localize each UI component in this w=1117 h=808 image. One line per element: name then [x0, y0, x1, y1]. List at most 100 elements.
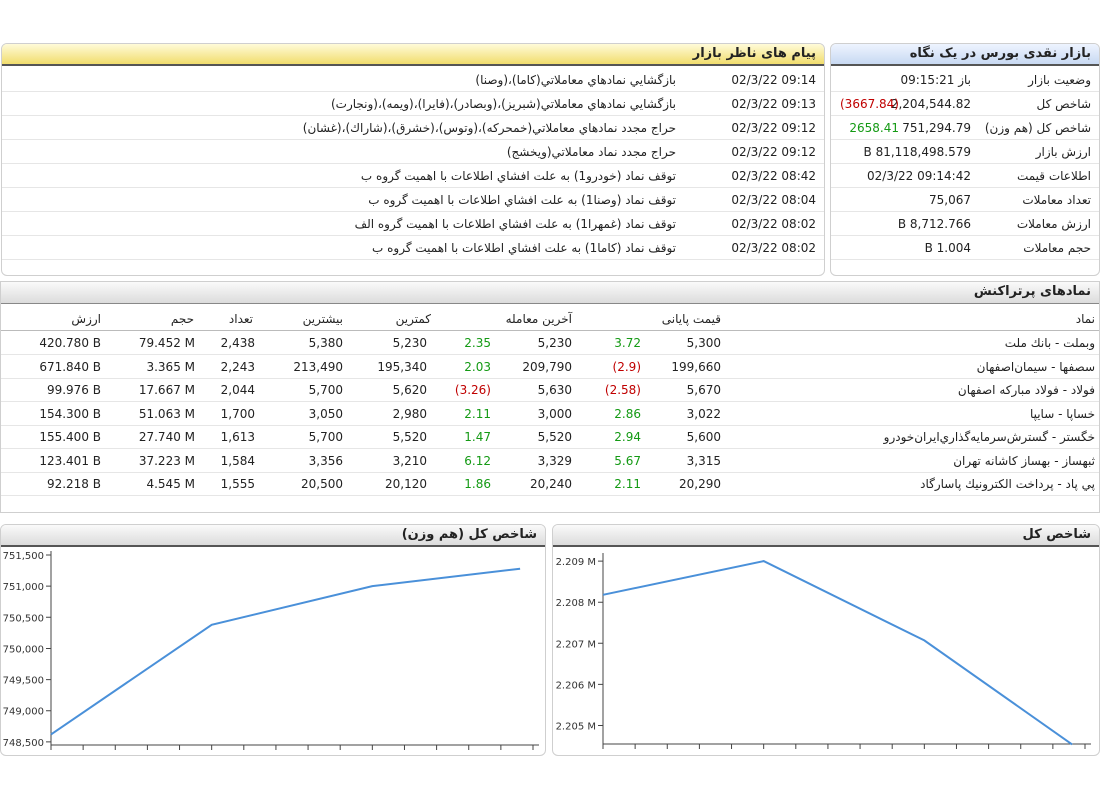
close-change: 2.86: [614, 406, 641, 421]
close-change: (2.58): [604, 383, 641, 397]
trade-value: 99.976 B: [46, 383, 101, 397]
message-row[interactable]: 02/3/22 09:12 حراج مجدد نمادهاي معاملاتي(…: [2, 116, 824, 140]
close-price: 5,670: [686, 383, 721, 397]
equal-weight-index-chart-panel: شاخص کل (هم وزن) 748,500 749,000 749,500 75…: [0, 524, 546, 756]
message-row[interactable]: 02/3/22 08:02 توقف نماد (غمهرا1) به علت ا…: [2, 212, 824, 236]
close-price: 5,600: [686, 430, 721, 444]
message-text: حراج مجدد نمادهاي معاملاتي(خمحركه)،(وتوس…: [302, 121, 676, 135]
x-tick-label: 09:12: [974, 755, 1003, 756]
trade-volume: 4.545 M: [146, 477, 195, 491]
market-overview-label: ارزش بازار: [1035, 145, 1091, 159]
market-messages-title: پیام های ناظر بازار: [2, 44, 824, 66]
close-change: (2.9): [612, 359, 641, 374]
message-row[interactable]: 02/3/22 08:04 توقف نماد (وصنا1) به علت اف…: [2, 188, 824, 212]
message-row[interactable]: 02/3/22 09:12 حراج مجدد نماد معاملاتي(ويخ…: [2, 140, 824, 164]
trade-volume: 27.740 M: [138, 430, 195, 444]
market-overview-change: 2658.41: [849, 121, 899, 135]
market-overview-row: شاخص کل (هم وزن) 751,294.79 2658.41: [831, 116, 1099, 140]
message-time: 02/3/22 08:42: [731, 169, 816, 183]
market-overview-label: حجم معاملات: [1023, 241, 1091, 255]
max-price: 213,490: [293, 359, 343, 374]
market-messages-panel: پیام های ناظر بازار 02/3/22 09:14 بازگشاي…: [1, 43, 825, 276]
message-time: 02/3/22 08:02: [731, 241, 816, 255]
last-price: 5,630: [537, 383, 572, 397]
close-change: 5.67: [614, 453, 641, 468]
y-tick-label: 2.208 M: [556, 598, 596, 609]
close-price: 20,290: [679, 477, 721, 491]
market-overview-value: 81,118,498.579 B: [863, 145, 972, 159]
max-price: 20,500: [301, 477, 343, 491]
equal-weight-index-chart-title: شاخص کل (هم وزن): [1, 525, 545, 547]
last-change: 6.12: [464, 453, 491, 468]
close-price: 3,315: [686, 453, 721, 468]
max-price: 5,380: [308, 336, 343, 350]
message-text: حراج مجدد نماد معاملاتي(ويخشج): [506, 145, 676, 159]
min-price: 5,520: [392, 430, 427, 444]
col-volume-header: حجم: [170, 312, 194, 326]
min-price: 2,980: [392, 406, 427, 421]
close-change: 2.94: [614, 430, 641, 444]
x-tick-label: 09:00: [589, 755, 618, 756]
y-tick-label: 2.206 M: [556, 680, 596, 691]
trade-value: 155.400 B: [39, 430, 101, 444]
message-row[interactable]: 02/3/22 09:13 بازگشايي نمادهاي معاملاتي(ش…: [2, 92, 824, 116]
y-tick-label: 750,000: [3, 644, 44, 655]
market-overview-value: 2,204,544.82: [890, 97, 971, 111]
market-overview-row: وضعیت بازار باز 09:15:21: [831, 68, 1099, 92]
y-tick-label: 2.209 M: [556, 557, 596, 568]
message-text: توقف نماد (وصنا1) به علت افشاي اطلاعات ب…: [368, 193, 676, 207]
close-price: 5,300: [686, 336, 721, 350]
total-index-chart: 2.205 M 2.206 M 2.207 M 2.208 M 2.209 M 09:00…: [556, 553, 1091, 756]
trade-value: 420.780 B: [39, 336, 101, 350]
symbol-row[interactable]: سصفها - سیمان‌اصفهان 199,660 (2.9) 209,790 2…: [1, 356, 1099, 379]
message-time: 02/3/22 09:12: [731, 121, 816, 135]
message-row[interactable]: 02/3/22 08:42 توقف نماد (خودرو1) به علت ا…: [2, 164, 824, 188]
last-change: 2.03: [464, 359, 491, 374]
message-time: 02/3/22 09:14: [731, 73, 816, 87]
message-time: 02/3/22 08:02: [731, 217, 816, 231]
market-overview-row: تعداد معاملات 75,067: [831, 188, 1099, 212]
message-row[interactable]: 02/3/22 08:02 توقف نماد (كاما1) به علت اف…: [2, 236, 824, 260]
index-series-line: [602, 560, 1073, 746]
col-min-header: کمترین: [395, 312, 431, 326]
x-tick-label: 09:08: [846, 755, 875, 756]
trade-value: 123.401 B: [39, 453, 101, 468]
market-overview-row: ارزش بازار 81,118,498.579 B: [831, 140, 1099, 164]
market-overview-label: ارزش معاملات: [1016, 217, 1091, 231]
symbol-row[interactable]: وبملت - بانك ملت 5,300 3.72 5,230 2.35 5,230 5…: [1, 332, 1099, 355]
market-overview-label: شاخص کل: [1036, 97, 1091, 111]
min-price: 3,210: [392, 453, 427, 468]
col-last-header: آخرین معامله: [505, 312, 572, 326]
symbol-name: فولاد - فولاد مباركه اصفهان: [957, 383, 1095, 397]
trade-volume: 37.223 M: [138, 453, 195, 468]
last-price: 5,230: [537, 336, 572, 350]
symbol-row[interactable]: خگستر - گسترش‌سرمايه‌گذاري‌ايران‌خودرو 5,…: [1, 426, 1099, 449]
symbol-row[interactable]: فولاد - فولاد مباركه اصفهان 5,670 (2.58) 5,…: [1, 379, 1099, 402]
symbol-row[interactable]: خساپا - سايپا 3,022 2.86 3,000 2.11 2,980 3,05…: [1, 403, 1099, 426]
equal-weight-index-chart: 748,500 749,000 749,500 750,000 750,500 751,0…: [3, 551, 539, 750]
min-price: 5,230: [392, 336, 427, 350]
market-overview-row: اطلاعات قیمت 09:14:42 02/3/22: [831, 164, 1099, 188]
y-tick-label: 751,000: [3, 582, 44, 593]
market-overview-change: (3667.84): [840, 97, 899, 111]
top-symbols-header: نماد قیمت پایانی آخرین معامله کمترین بیش…: [1, 307, 1099, 331]
trade-count: 1,700: [220, 406, 255, 421]
symbol-row[interactable]: پي پاد - پرداخت الكترونيك پاسارگاد 20,290…: [1, 473, 1099, 496]
symbol-row[interactable]: ثبهساز - بهساز كاشانه تهران 3,315 5.67 3,32…: [1, 450, 1099, 473]
last-change: 1.47: [464, 430, 491, 444]
market-overview-label: شاخص کل (هم وزن): [984, 121, 1091, 135]
market-overview-label: وضعیت بازار: [1028, 73, 1091, 87]
last-change: 2.35: [464, 336, 491, 350]
x-tick-label: 09:06: [781, 755, 810, 756]
close-price: 199,660: [671, 359, 721, 374]
col-count-header: تعداد: [228, 312, 253, 326]
message-time: 02/3/22 09:13: [731, 97, 816, 111]
market-overview-row: ارزش معاملات 8,712.766 B: [831, 212, 1099, 236]
message-row[interactable]: 02/3/22 09:14 بازگشايي نمادهاي معاملاتي(ك…: [2, 68, 824, 92]
max-price: 3,050: [308, 406, 343, 421]
market-overview-title: بازار نقدی بورس در یک نگاه: [831, 44, 1099, 66]
symbol-name: پي پاد - پرداخت الكترونيك پاسارگاد: [920, 477, 1095, 491]
close-change: 3.72: [614, 336, 641, 350]
last-price: 5,520: [537, 430, 572, 444]
total-index-chart-title: شاخص کل: [553, 525, 1099, 547]
